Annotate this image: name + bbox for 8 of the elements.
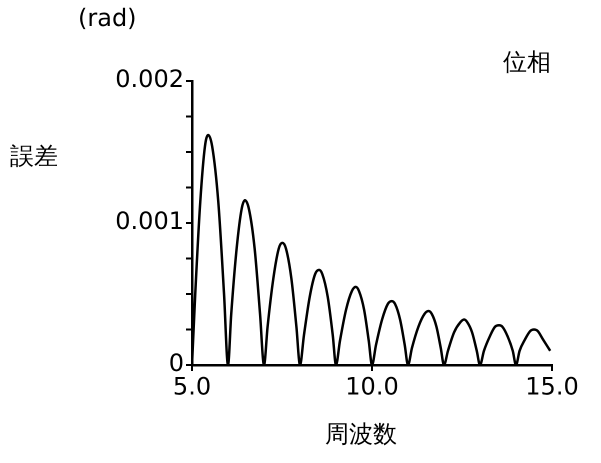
x-axis-title: 周波数 xyxy=(325,419,397,450)
chart-title: 位相 xyxy=(503,47,551,78)
y-tick-label: 0.002 xyxy=(115,65,184,94)
x-tick-label: 15.0 xyxy=(525,372,579,401)
text: (rad) xyxy=(78,4,137,32)
y-axis-title: 誤差 xyxy=(10,141,58,172)
x-tick-label: 10.0 xyxy=(345,372,399,401)
y-tick-label: 0.001 xyxy=(115,207,184,236)
